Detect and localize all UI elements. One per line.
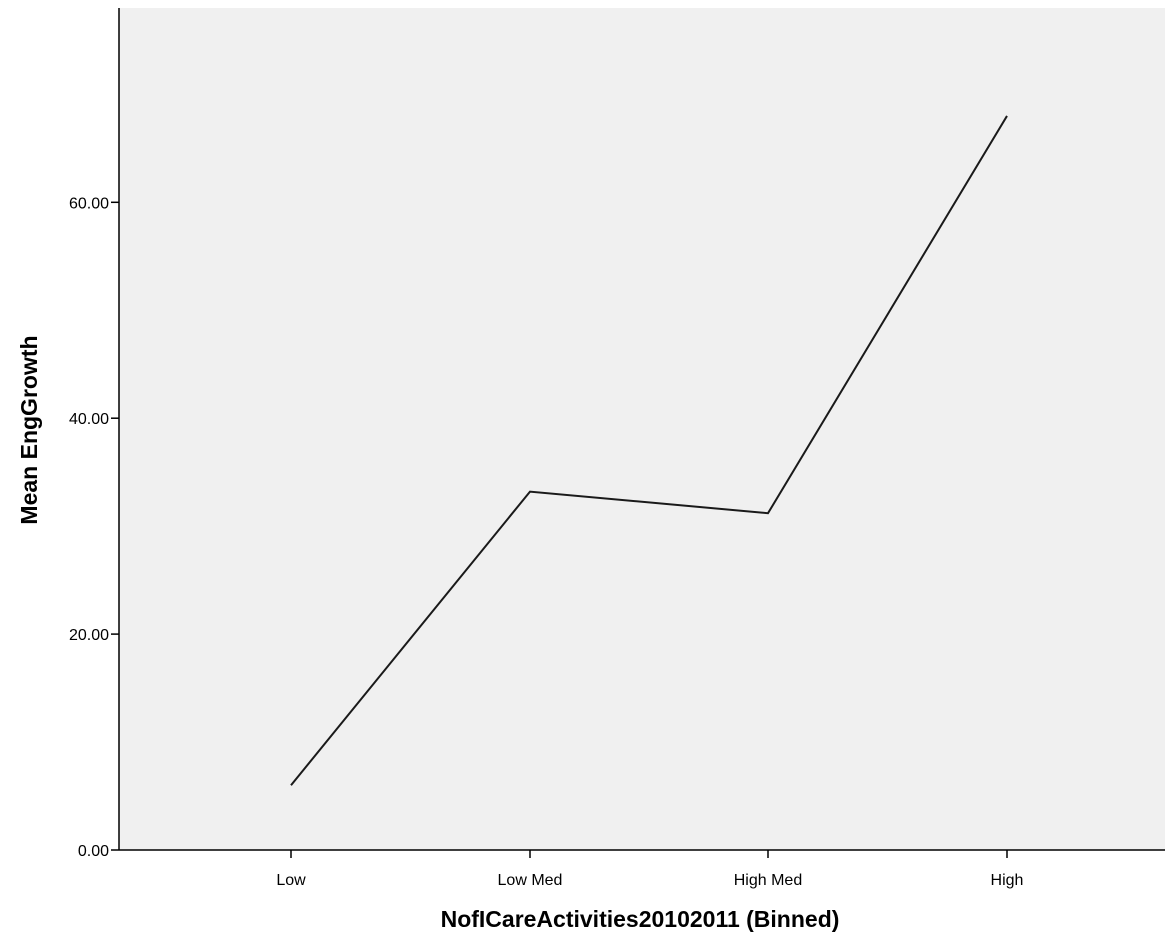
x-axis-title: NofICareActivities20102011 (Binned)	[441, 906, 840, 932]
series-line	[290, 115, 1008, 786]
x-tick-label: High Med	[734, 872, 802, 889]
series-layer	[290, 115, 1008, 786]
plot-area	[119, 8, 1165, 850]
x-tick-label: Low Med	[498, 872, 563, 889]
x-tick-label: Low	[276, 872, 306, 889]
y-tick-label: 40.00	[69, 411, 109, 428]
x-tick-label: High	[991, 872, 1024, 889]
y-axis: 0.00 20.00 40.00 60.00	[69, 8, 120, 860]
y-axis-title: Mean EngGrowth	[16, 335, 42, 524]
y-tick-label: 0.00	[78, 843, 109, 860]
y-tick-label: 20.00	[69, 627, 109, 644]
x-axis: Low Low Med High Med High	[119, 849, 1165, 889]
y-tick-label: 60.00	[69, 195, 109, 212]
